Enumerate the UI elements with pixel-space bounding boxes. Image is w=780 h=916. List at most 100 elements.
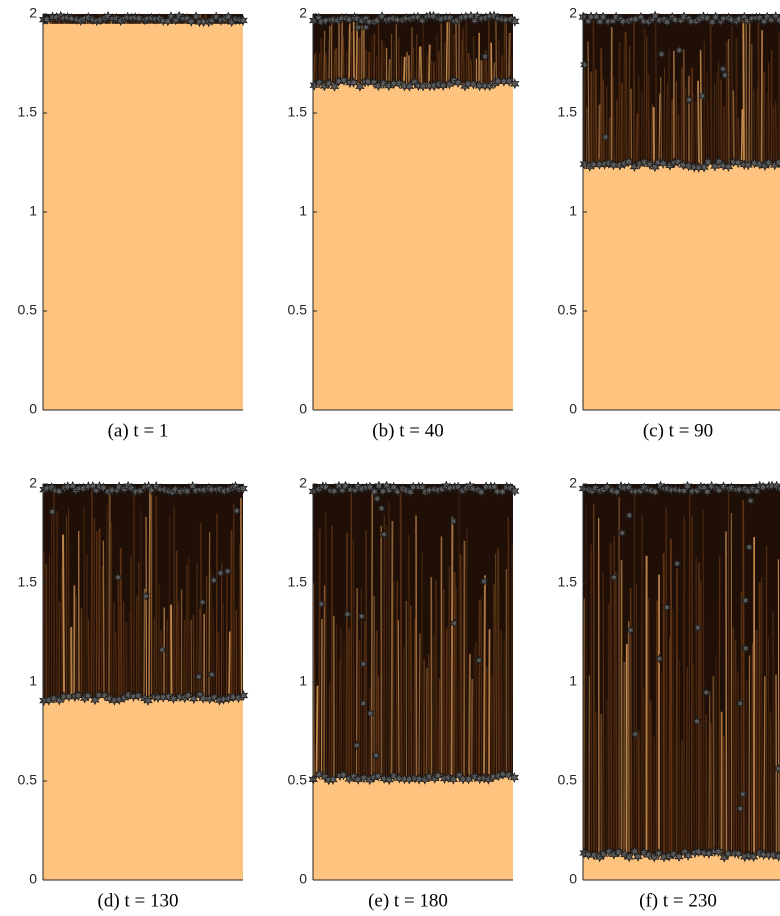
streak (690, 515, 693, 855)
streak (725, 531, 728, 855)
streak (348, 17, 351, 84)
streak (750, 643, 754, 855)
streak (340, 20, 344, 84)
streak (643, 28, 646, 165)
caption: (e) t = 180 (368, 890, 448, 911)
streak (583, 62, 586, 165)
panel: 0 0.5 1 1.5 2 (d) t = 130 (18, 475, 249, 911)
streak (87, 619, 90, 698)
particle (758, 849, 769, 861)
particle (366, 708, 375, 719)
particle (714, 156, 724, 168)
streak (145, 516, 148, 698)
streak (483, 575, 486, 778)
particle (141, 591, 151, 602)
panel: 0 0.5 1 1.5 2 (e) t = 180 (288, 475, 520, 911)
particle (66, 12, 77, 25)
particle (645, 158, 655, 170)
particle (424, 771, 435, 783)
streak (720, 79, 723, 165)
particle (352, 740, 362, 751)
particle (379, 773, 389, 784)
y-tick-label: 0 (569, 871, 577, 887)
streak (608, 117, 611, 165)
particle (702, 12, 713, 24)
dark-region (43, 484, 243, 698)
streak (418, 46, 421, 84)
streak (665, 83, 669, 165)
particle (720, 70, 730, 81)
y-tick-label: 1 (29, 203, 37, 219)
particle (580, 59, 589, 70)
streak (434, 579, 438, 778)
streak (602, 79, 605, 165)
streak (443, 41, 446, 84)
streak (60, 20, 64, 25)
streak (748, 18, 751, 165)
streak (707, 102, 710, 165)
streak (777, 559, 780, 855)
particle (450, 618, 459, 629)
streak (488, 629, 491, 778)
streak (654, 16, 658, 165)
streak (633, 488, 636, 855)
particle (103, 10, 113, 22)
y-tick-label: 2 (569, 5, 577, 21)
particle (589, 849, 599, 861)
streak (478, 600, 481, 778)
particle (183, 689, 194, 701)
streak (732, 90, 735, 165)
particle (453, 481, 463, 493)
streak (462, 27, 465, 84)
y-tick-label: 2 (29, 475, 37, 491)
streak (675, 568, 678, 855)
particle (394, 772, 405, 784)
particle (768, 849, 779, 861)
particle (744, 542, 754, 553)
streak (692, 92, 695, 165)
streak (757, 22, 760, 165)
particle (379, 529, 389, 540)
particle (509, 772, 520, 784)
streak (412, 46, 415, 84)
streak (655, 600, 658, 855)
particle (626, 624, 635, 635)
particle (639, 156, 650, 168)
streak (330, 525, 333, 778)
particle (377, 11, 387, 23)
particle (174, 10, 184, 22)
particle (238, 690, 249, 701)
y-tick-label: 1 (299, 673, 307, 689)
streak (587, 41, 590, 165)
particle (503, 769, 514, 781)
streak (105, 504, 108, 698)
streak (148, 486, 151, 698)
streak (705, 73, 708, 165)
streak (183, 619, 186, 698)
y-tick-label: 1.5 (288, 574, 308, 590)
particle (113, 572, 123, 583)
particle (733, 157, 743, 169)
particle (718, 63, 728, 74)
particle (741, 595, 750, 606)
streak (769, 712, 773, 855)
particle (209, 575, 219, 586)
streak (763, 676, 766, 855)
particle (114, 481, 124, 493)
y-tick-label: 0 (299, 401, 307, 417)
particle (746, 495, 755, 506)
particle (316, 598, 326, 609)
particle (662, 602, 672, 613)
particle (371, 750, 381, 761)
particle (623, 156, 634, 168)
particle (703, 156, 713, 168)
particle (433, 769, 443, 781)
streak (508, 32, 511, 84)
particle (601, 132, 610, 143)
filled-region (43, 697, 243, 880)
particle (657, 48, 666, 59)
streak (708, 691, 711, 855)
streak (692, 664, 695, 855)
particle (583, 849, 594, 861)
streak (650, 104, 653, 165)
